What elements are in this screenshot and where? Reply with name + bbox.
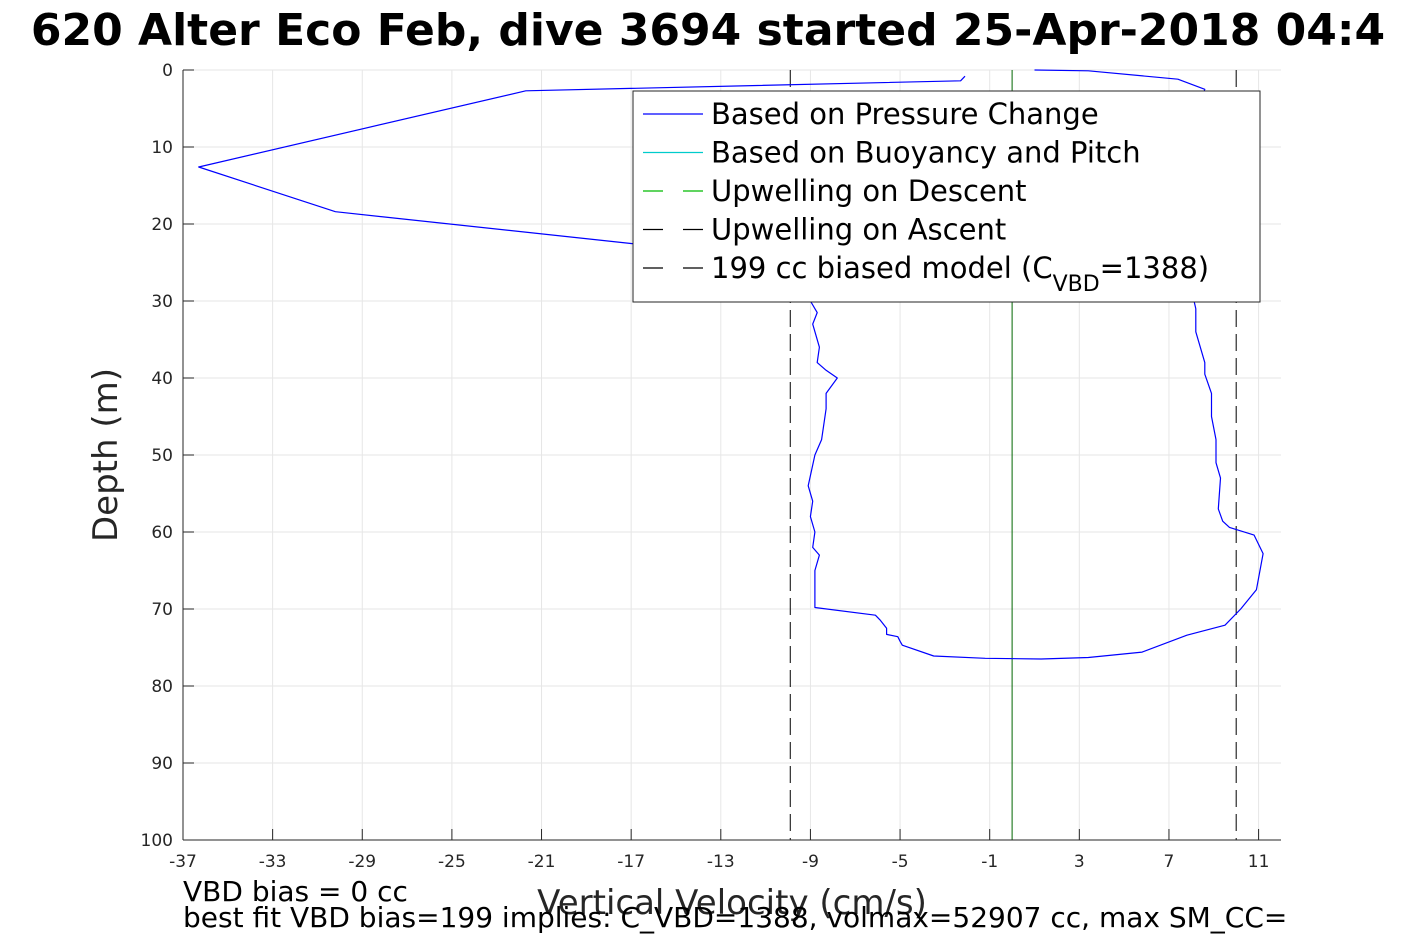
y-tick-label-1: 10	[151, 138, 173, 158]
legend-label-0: Based on Pressure Change	[711, 97, 1099, 131]
y-tick-label-6: 60	[151, 523, 173, 543]
x-tick-label-2: -29	[348, 852, 376, 872]
y-tick-label-5: 50	[151, 446, 173, 466]
x-tick-label-12: 11	[1248, 852, 1270, 872]
x-axis-label: Vertical Velocity (cm/s)	[537, 883, 927, 923]
series-layer	[198, 69, 1264, 660]
legend: Based on Pressure Change Based on Buoyanc…	[632, 90, 1261, 303]
legend-entries: Based on Pressure Change Based on Buoyanc…	[643, 97, 1209, 297]
legend-label-2: Upwelling on Descent	[711, 174, 1027, 208]
y-tick-labels: 0 10 20 30 40 50 60 70 80 90 100	[141, 61, 173, 851]
x-tick-label-7: -9	[802, 852, 819, 872]
y-axis-label: Depth (m)	[86, 368, 126, 542]
axes	[182, 69, 1281, 841]
x-tick-label-9: -1	[981, 852, 998, 872]
x-tick-label-11: 7	[1164, 852, 1175, 872]
legend-label-1: Based on Buoyancy and Pitch	[711, 136, 1141, 170]
x-tick-label-6: -13	[707, 852, 735, 872]
footer-line-1: VBD bias = 0 cc	[183, 875, 408, 908]
footer-line-2: best fit VBD bias=199 implies: C_VBD=138…	[183, 901, 1287, 934]
x-tick-label-1: -33	[259, 852, 287, 872]
series-line-0	[198, 69, 1264, 660]
y-tick-label-2: 20	[151, 215, 173, 235]
x-tick-label-4: -21	[528, 852, 556, 872]
x-tick-label-3: -25	[438, 852, 466, 872]
x-tick-label-10: 3	[1074, 852, 1085, 872]
y-tick-label-7: 70	[151, 600, 173, 620]
legend-box	[632, 90, 1261, 303]
y-tick-label-0: 0	[162, 61, 173, 81]
x-tick-label-0: -37	[169, 852, 197, 872]
x-tick-label-8: -5	[892, 852, 909, 872]
x-tick-labels: -37 -33 -29 -25 -21 -17 -13 -9 -5 -1 3 7 11	[169, 852, 1269, 872]
chart-title: 620 Alter Eco Feb, dive 3694 started 25-…	[31, 5, 1385, 56]
y-tick-label-3: 30	[151, 292, 173, 312]
y-tick-label-8: 80	[151, 677, 173, 697]
legend-label-3: Upwelling on Ascent	[711, 213, 1006, 247]
y-tick-label-9: 90	[151, 754, 173, 774]
y-tick-label-10: 100	[141, 831, 173, 851]
legend-label-4: 199 cc biased model (CVBD=1388)	[711, 251, 1209, 297]
x-tick-label-5: -17	[617, 852, 645, 872]
y-tick-label-4: 40	[151, 369, 173, 389]
